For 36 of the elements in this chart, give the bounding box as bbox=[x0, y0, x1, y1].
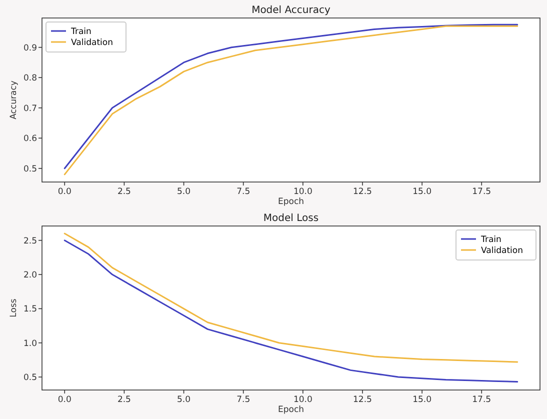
x-tick-label: 15.0 bbox=[412, 395, 432, 405]
x-tick-label: 5.0 bbox=[177, 395, 191, 405]
y-tick-label: 0.8 bbox=[23, 74, 37, 84]
y-tick-label: 1.0 bbox=[23, 338, 37, 349]
x-tick-label: 12.5 bbox=[353, 187, 372, 197]
x-tick-label: 7.5 bbox=[236, 187, 250, 197]
y-tick-label: 1.5 bbox=[23, 304, 37, 315]
x-tick-label: 0.0 bbox=[58, 187, 72, 197]
y-tick-label: 0.9 bbox=[23, 43, 37, 54]
x-tick-label: 12.5 bbox=[353, 395, 372, 405]
y-tick-label: 0.7 bbox=[23, 104, 37, 114]
y-tick-label: 0.6 bbox=[23, 134, 37, 144]
x-tick-label: 17.5 bbox=[472, 187, 492, 197]
y-axis-title: Accuracy bbox=[9, 80, 19, 120]
y-tick-label: 0.5 bbox=[23, 373, 37, 384]
y-axis-title: Loss bbox=[9, 298, 19, 318]
chart-title: Model Accuracy bbox=[252, 5, 331, 16]
x-tick-label: 2.5 bbox=[117, 187, 131, 197]
legend-label: Validation bbox=[71, 38, 113, 48]
x-tick-label: 7.5 bbox=[236, 395, 250, 405]
x-tick-label: 17.5 bbox=[472, 395, 492, 405]
legend-label: Validation bbox=[481, 246, 523, 256]
x-axis-title: Epoch bbox=[278, 405, 304, 415]
y-tick-label: 2.5 bbox=[23, 236, 37, 246]
x-axis-title: Epoch bbox=[278, 197, 304, 207]
legend-label: Train bbox=[70, 27, 92, 37]
legend-label: Train bbox=[480, 235, 502, 245]
x-tick-label: 10.0 bbox=[293, 187, 312, 197]
y-tick-label: 0.5 bbox=[23, 164, 37, 174]
x-tick-label: 10.0 bbox=[293, 395, 312, 405]
chart-title: Model Loss bbox=[263, 213, 319, 224]
y-tick-label: 2.0 bbox=[23, 270, 37, 281]
x-tick-label: 0.0 bbox=[58, 395, 72, 405]
x-tick-label: 2.5 bbox=[117, 395, 131, 405]
x-tick-label: 15.0 bbox=[412, 187, 432, 197]
x-tick-label: 5.0 bbox=[177, 187, 191, 197]
